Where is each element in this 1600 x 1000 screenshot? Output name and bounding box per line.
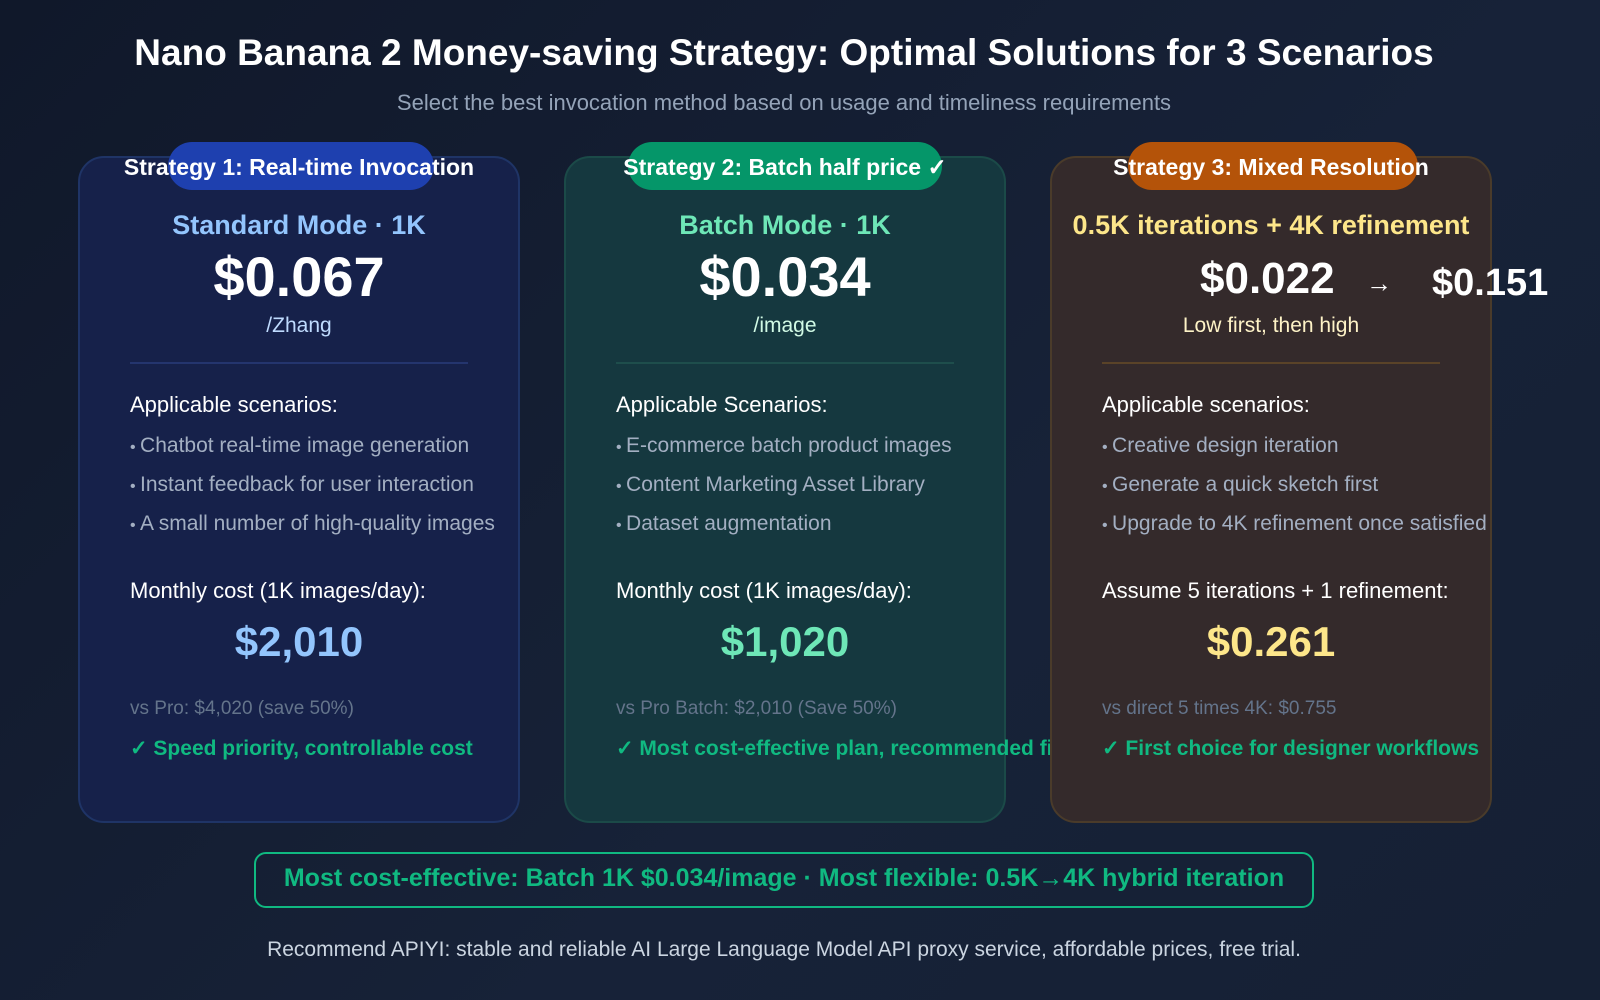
- strategy-card-batch: Strategy 2: Batch half price ✓ Batch Mod…: [564, 142, 1152, 823]
- comparison-text: vs direct 5 times 4K: $0.755: [1102, 698, 1337, 719]
- strategy-badge: [628, 142, 942, 190]
- divider: [130, 362, 468, 364]
- list-item: Creative design iteration: [1102, 434, 1487, 473]
- list-item: A small number of high-quality images: [130, 512, 495, 551]
- unit-label: /Zhang: [266, 314, 332, 337]
- total-cost-value: $0.261: [1206, 618, 1336, 665]
- strategy-badge-label: Strategy 2: Batch half price ✓: [623, 154, 947, 180]
- unit-label: /image: [753, 314, 817, 337]
- verdict-text: ✓ Most cost-effective plan, recommended …: [616, 737, 1152, 760]
- comparison-text: vs Pro Batch: $2,010 (Save 50%): [616, 698, 897, 719]
- list-item: Content Marketing Asset Library: [616, 473, 952, 512]
- verdict-text: ✓ Speed priority, controllable cost: [130, 737, 473, 760]
- divider: [616, 362, 954, 364]
- strategy-badge-label: Strategy 1: Real-time Invocation: [123, 154, 475, 180]
- mode-label: Standard Mode · 1K: [172, 210, 426, 240]
- list-item: Instant feedback for user interaction: [130, 473, 495, 512]
- comparison-text: vs Pro: $4,020 (save 50%): [130, 698, 354, 719]
- mode-label: Batch Mode · 1K: [679, 210, 891, 240]
- verdict-text: ✓ First choice for designer workflows: [1102, 737, 1480, 760]
- monthly-cost-label: Monthly cost (1K images/day):: [130, 578, 426, 603]
- page-subtitle: Select the best invocation method based …: [396, 90, 1172, 115]
- scenario-list: E-commerce batch product images Content …: [616, 434, 952, 551]
- footer-note: Recommend APIYI: stable and reliable AI …: [267, 938, 1301, 961]
- list-item: Generate a quick sketch first: [1102, 473, 1487, 512]
- list-item: Chatbot real-time image generation: [130, 434, 495, 473]
- monthly-cost-label: Assume 5 iterations + 1 refinement:: [1102, 578, 1449, 603]
- monthly-cost-value: $1,020: [720, 618, 850, 665]
- unit-price: $0.034: [699, 245, 871, 308]
- high-res-price: $0.151: [1432, 262, 1549, 304]
- strategy-badge: [168, 142, 434, 190]
- strategy-badge: [1128, 142, 1418, 190]
- monthly-cost-label: Monthly cost (1K images/day):: [616, 578, 912, 603]
- list-item: Dataset augmentation: [616, 512, 952, 551]
- low-res-price: $0.022: [1200, 254, 1335, 303]
- page-title: Nano Banana 2 Money-saving Strategy: Opt…: [134, 32, 1434, 73]
- unit-price: $0.067: [213, 245, 385, 308]
- scenario-list: Chatbot real-time image generation Insta…: [130, 434, 495, 551]
- strategy-badge-label: Strategy 3: Mixed Resolution: [1113, 154, 1429, 180]
- divider: [1102, 362, 1440, 364]
- section-heading: Applicable scenarios:: [1102, 392, 1310, 417]
- mode-label: 0.5K iterations + 4K refinement: [1072, 210, 1470, 240]
- strategy-card-realtime: Strategy 1: Real-time Invocation Standar…: [78, 142, 520, 823]
- list-item: Upgrade to 4K refinement once satisfied: [1102, 512, 1487, 551]
- strategy-card-mixed: Strategy 3: Mixed Resolution 0.5K iterat…: [1050, 142, 1548, 823]
- section-heading: Applicable Scenarios:: [616, 392, 828, 417]
- list-item: E-commerce batch product images: [616, 434, 952, 473]
- section-heading: Applicable scenarios:: [130, 392, 338, 417]
- unit-label: Low first, then high: [1182, 314, 1360, 337]
- summary-text: Most cost-effective: Batch 1K $0.034/ima…: [283, 864, 1285, 892]
- summary-box: Most cost-effective: Batch 1K $0.034/ima…: [254, 852, 1314, 908]
- monthly-cost-value: $2,010: [234, 618, 364, 665]
- arrow-icon: →: [1366, 268, 1392, 298]
- scenario-list: Creative design iteration Generate a qui…: [1102, 434, 1487, 551]
